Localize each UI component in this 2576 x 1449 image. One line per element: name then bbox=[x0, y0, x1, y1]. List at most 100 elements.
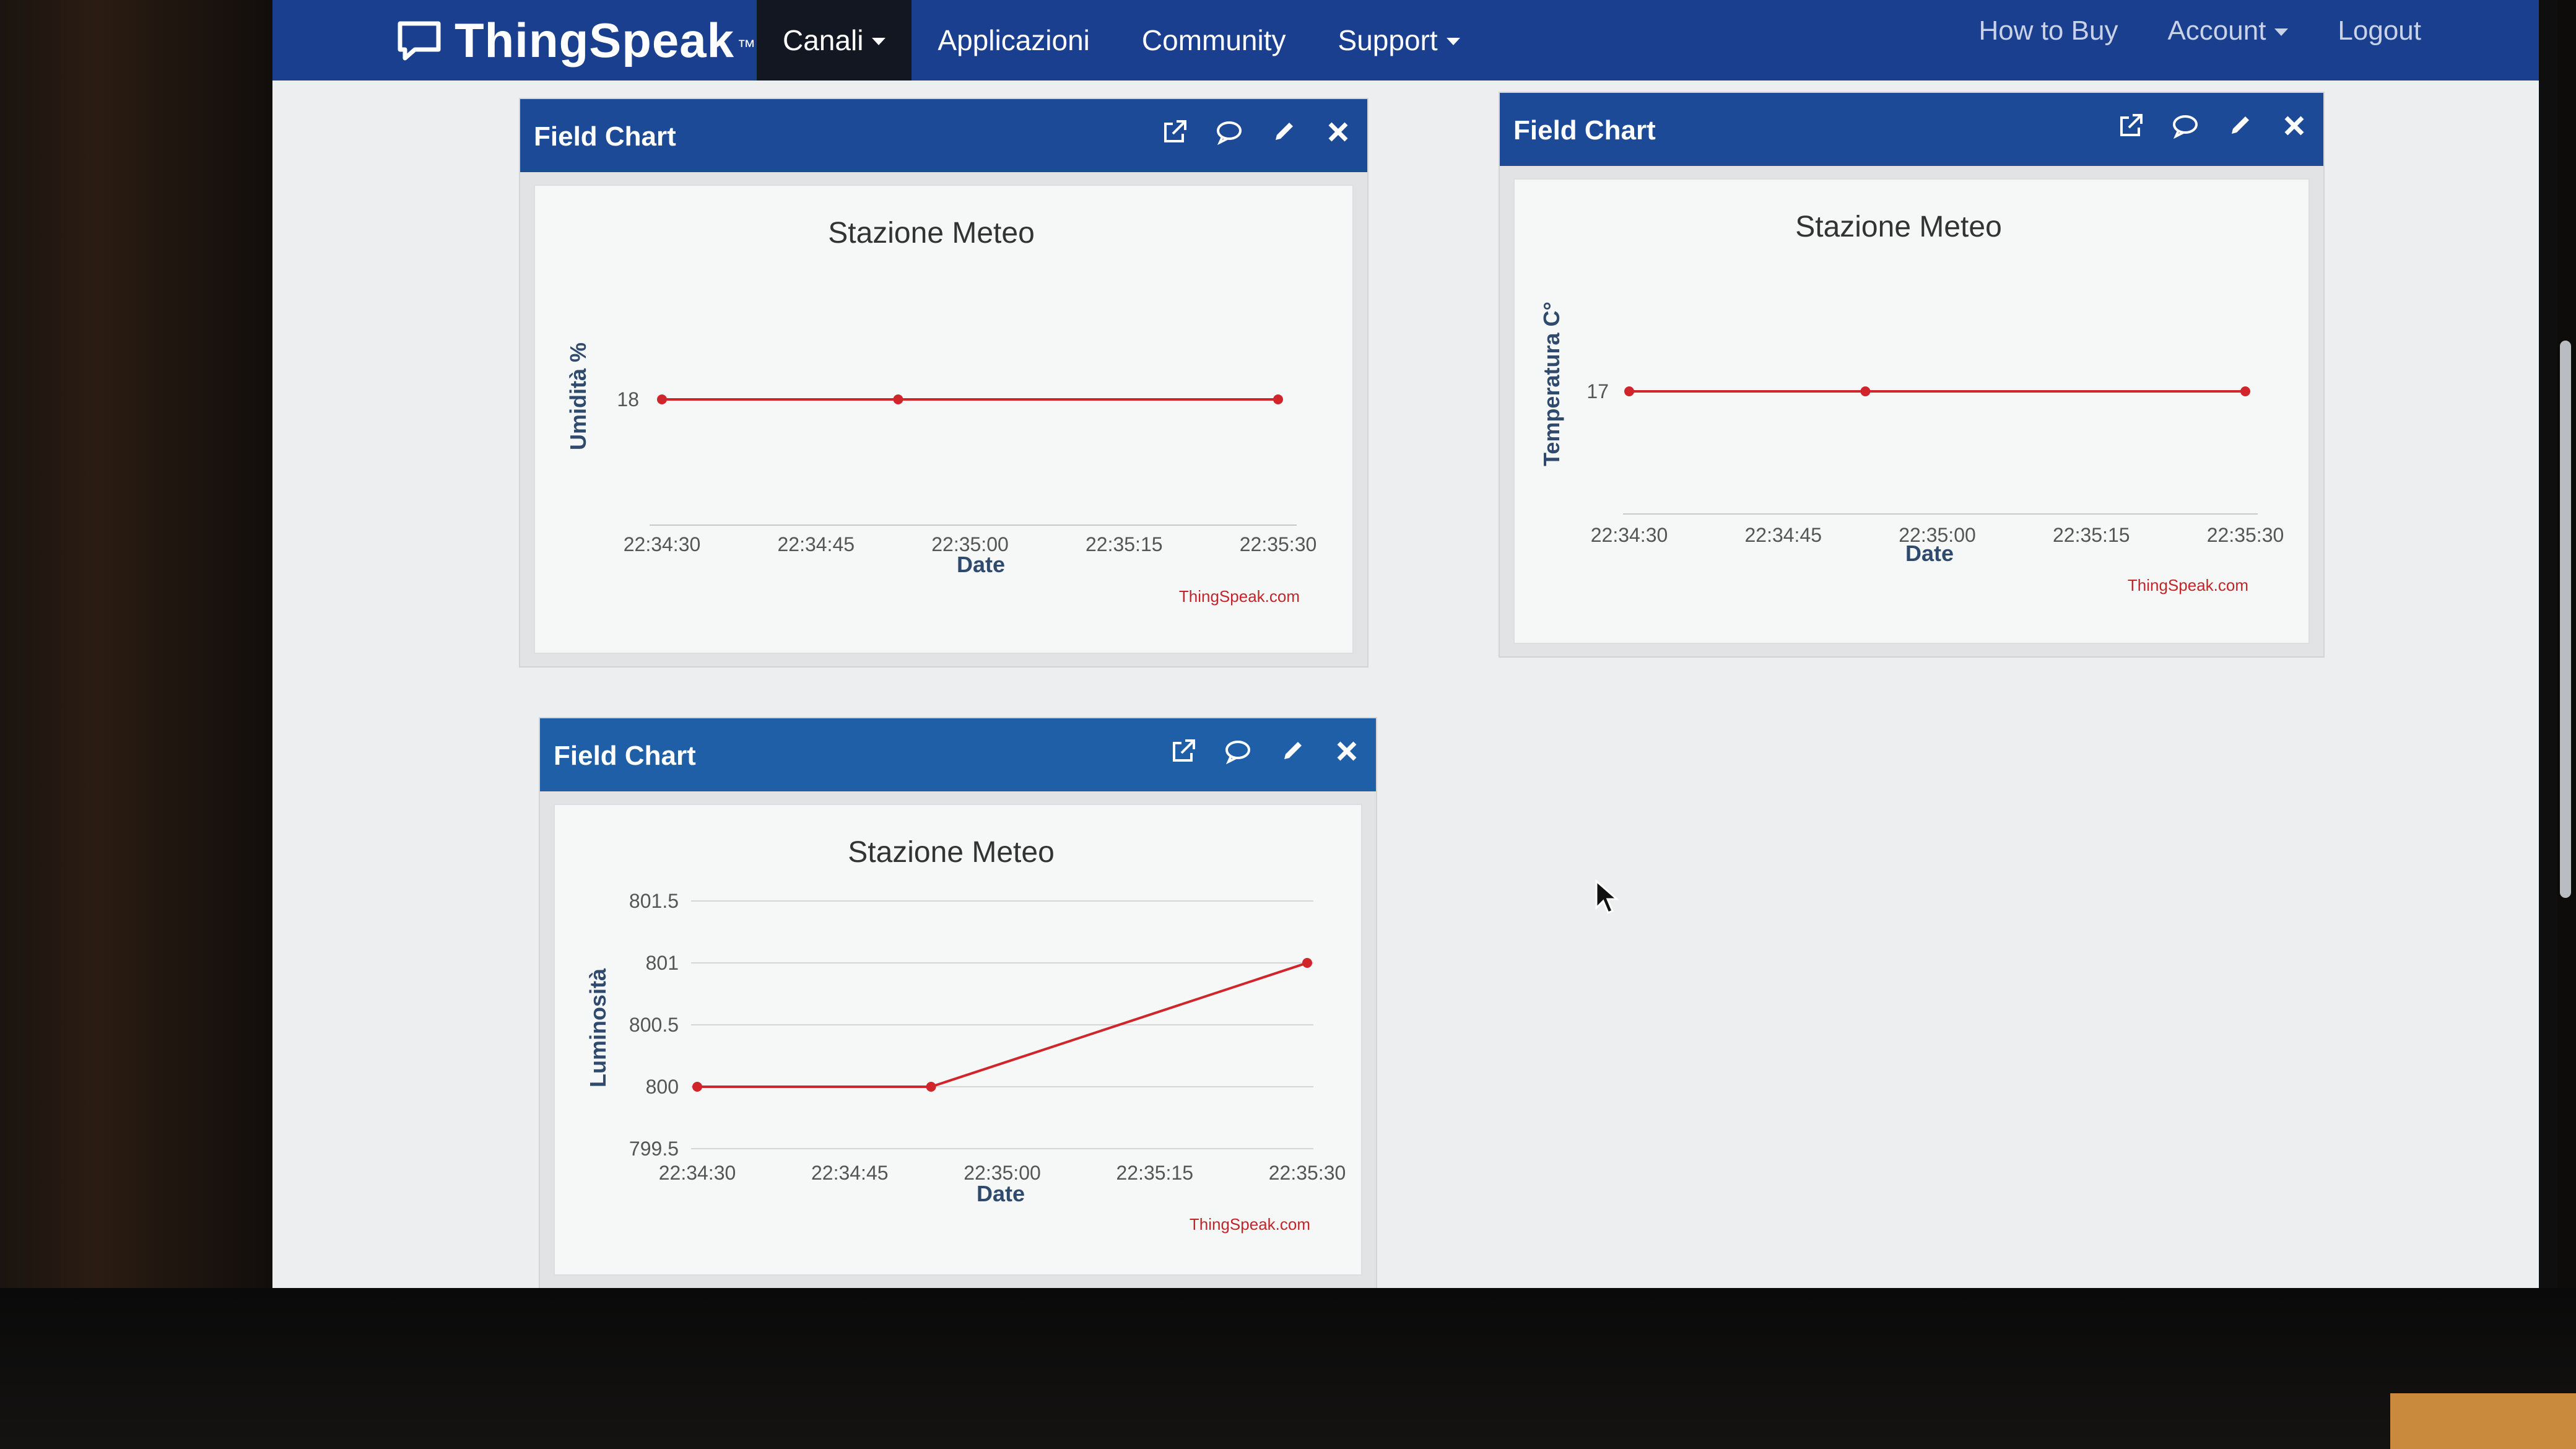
thingspeak-page: ThingSpeak ™ Canali Applicazioni Communit… bbox=[272, 0, 2539, 1288]
nav-main-menu: Canali Applicazioni Community Support bbox=[757, 0, 1486, 80]
x-tick-label: 22:35:00 bbox=[964, 1162, 1041, 1184]
nav-user-menu: How to Buy Account Logout bbox=[1954, 0, 2446, 62]
x-tick-label: 22:35:15 bbox=[2053, 524, 2130, 546]
x-axis-title: Date bbox=[977, 1181, 1025, 1206]
chart-area: Stazione Meteo 17 22:34:30 22:34:45 22:35:… bbox=[1513, 178, 2310, 644]
nav-item-label: How to Buy bbox=[1978, 15, 2118, 46]
nav-item-label: Canali bbox=[783, 24, 864, 56]
brand-name: ThingSpeak bbox=[455, 12, 735, 67]
y-tick-label: 800 bbox=[646, 1076, 679, 1098]
field-chart-widget-humidity: Field Chart Stazione Meteo 18 22:34:30 22… bbox=[520, 99, 1367, 666]
nav-item-support[interactable]: Support bbox=[1312, 0, 1486, 80]
widget-title: Field Chart bbox=[1513, 115, 1656, 146]
grid-lines bbox=[691, 900, 1313, 1149]
thingspeak-credit-link[interactable]: ThingSpeak.com bbox=[1190, 1215, 1310, 1234]
field-chart-widget-luminosity: Field Chart Stazione Meteo 799.5 800 800.5… bbox=[540, 718, 1376, 1288]
chart-title: Stazione Meteo bbox=[828, 217, 1035, 250]
nav-item-logout[interactable]: Logout bbox=[2313, 0, 2446, 62]
widget-actions bbox=[1169, 737, 1361, 765]
chart-title: Stazione Meteo bbox=[1795, 211, 2002, 243]
external-link-icon[interactable] bbox=[2117, 111, 2145, 140]
pencil-icon[interactable] bbox=[1269, 118, 1298, 146]
y-tick-label: 800.5 bbox=[629, 1014, 679, 1036]
thingspeak-credit-link[interactable]: ThingSpeak.com bbox=[2128, 576, 2248, 594]
close-icon[interactable] bbox=[1324, 118, 1352, 146]
series-lines bbox=[1624, 386, 2250, 396]
x-tick-label: 22:34:45 bbox=[777, 533, 855, 555]
widget-title: Field Chart bbox=[554, 741, 696, 771]
x-tick-label: 22:35:00 bbox=[931, 533, 1009, 555]
widget-actions bbox=[1160, 118, 1352, 146]
y-ticks: 799.5 800 800.5 801 801.5 bbox=[629, 890, 679, 1160]
close-icon[interactable] bbox=[2280, 111, 2308, 140]
laptop-bezel-bottom bbox=[0, 1288, 2576, 1449]
nav-item-applicazioni[interactable]: Applicazioni bbox=[912, 0, 1115, 80]
chart-title: Stazione Meteo bbox=[848, 836, 1055, 869]
line-chart: Stazione Meteo 799.5 800 800.5 801 801.5 22:… bbox=[585, 836, 1346, 1234]
x-tick-label: 22:34:45 bbox=[811, 1162, 889, 1184]
series-lines bbox=[657, 394, 1283, 404]
pencil-icon[interactable] bbox=[2226, 111, 2254, 140]
desk-surface bbox=[2390, 1393, 2576, 1449]
y-tick-label: 799.5 bbox=[629, 1138, 679, 1160]
chart-area: Stazione Meteo 18 22:34:30 22:34:45 22:35:… bbox=[534, 185, 1354, 654]
x-tick-label: 22:35:30 bbox=[2207, 524, 2284, 546]
data-point bbox=[926, 1082, 936, 1092]
x-ticks: 22:34:30 22:34:45 22:35:00 22:35:15 22:35:30 bbox=[1591, 524, 2284, 546]
caret-down-icon bbox=[1446, 38, 1460, 45]
mouse-cursor-icon bbox=[1595, 879, 1619, 914]
laptop-screen: ThingSpeak ™ Canali Applicazioni Communit… bbox=[272, 0, 2571, 1288]
line-chart: Stazione Meteo 17 22:34:30 22:34:45 22:35:… bbox=[1539, 211, 2284, 594]
comment-icon[interactable] bbox=[1215, 118, 1243, 146]
thingspeak-credit-link[interactable]: ThingSpeak.com bbox=[1179, 587, 1300, 606]
external-link-icon[interactable] bbox=[1169, 737, 1198, 765]
y-tick-label: 18 bbox=[617, 388, 639, 411]
brand-logo[interactable]: ThingSpeak ™ bbox=[396, 0, 755, 80]
y-tick-label: 17 bbox=[1586, 380, 1609, 402]
brand-trademark: ™ bbox=[737, 37, 756, 58]
speech-bubble-logo-icon bbox=[398, 21, 441, 61]
x-ticks: 22:34:30 22:34:45 22:35:00 22:35:15 22:35:30 bbox=[624, 533, 1317, 555]
widget-header: Field Chart bbox=[540, 718, 1376, 791]
caret-down-icon bbox=[872, 38, 886, 45]
x-tick-label: 22:34:45 bbox=[1744, 524, 1822, 546]
external-link-icon[interactable] bbox=[1160, 118, 1189, 146]
nav-item-label: Logout bbox=[2338, 15, 2421, 46]
chart-area: Stazione Meteo 799.5 800 800.5 801 801.5 22:… bbox=[554, 804, 1362, 1276]
widget-title: Field Chart bbox=[534, 121, 676, 152]
x-tick-label: 22:35:30 bbox=[1240, 533, 1317, 555]
y-tick-label: 801.5 bbox=[629, 890, 679, 912]
nav-item-canali[interactable]: Canali bbox=[757, 0, 912, 80]
data-point bbox=[893, 394, 903, 404]
x-axis-title: Date bbox=[1905, 541, 1954, 566]
close-icon[interactable] bbox=[1333, 737, 1361, 765]
comment-icon[interactable] bbox=[1224, 737, 1252, 765]
nav-item-how-to-buy[interactable]: How to Buy bbox=[1954, 0, 2143, 62]
widget-actions bbox=[2117, 111, 2308, 140]
comment-icon[interactable] bbox=[2171, 111, 2200, 140]
laptop-bezel-left bbox=[0, 0, 272, 1449]
x-tick-label: 22:35:15 bbox=[1086, 533, 1163, 555]
x-tick-label: 22:34:30 bbox=[659, 1162, 736, 1184]
nav-item-community[interactable]: Community bbox=[1116, 0, 1312, 80]
widget-header: Field Chart bbox=[520, 99, 1367, 172]
nav-item-account[interactable]: Account bbox=[2143, 0, 2313, 62]
data-point bbox=[1860, 386, 1871, 396]
data-point bbox=[657, 394, 667, 404]
y-tick-label: 801 bbox=[646, 952, 679, 974]
data-point bbox=[692, 1082, 702, 1092]
field-chart-widget-temperature: Field Chart Stazione Meteo 17 22:34:30 22… bbox=[1500, 93, 2323, 656]
data-point bbox=[1302, 958, 1312, 968]
series-lines bbox=[692, 958, 1312, 1092]
x-tick-label: 22:34:30 bbox=[1591, 524, 1668, 546]
x-tick-label: 22:35:00 bbox=[1899, 524, 1976, 546]
page-scrollbar[interactable] bbox=[2560, 341, 2571, 898]
widget-header: Field Chart bbox=[1500, 93, 2323, 166]
y-axis-title: Luminosità bbox=[585, 968, 611, 1087]
line-chart: Stazione Meteo 18 22:34:30 22:34:45 22:35:… bbox=[565, 217, 1317, 606]
data-point bbox=[2240, 386, 2250, 396]
pencil-icon[interactable] bbox=[1278, 737, 1307, 765]
y-ticks: 17 bbox=[1586, 380, 1609, 402]
top-navbar: ThingSpeak ™ Canali Applicazioni Communit… bbox=[272, 0, 2539, 80]
